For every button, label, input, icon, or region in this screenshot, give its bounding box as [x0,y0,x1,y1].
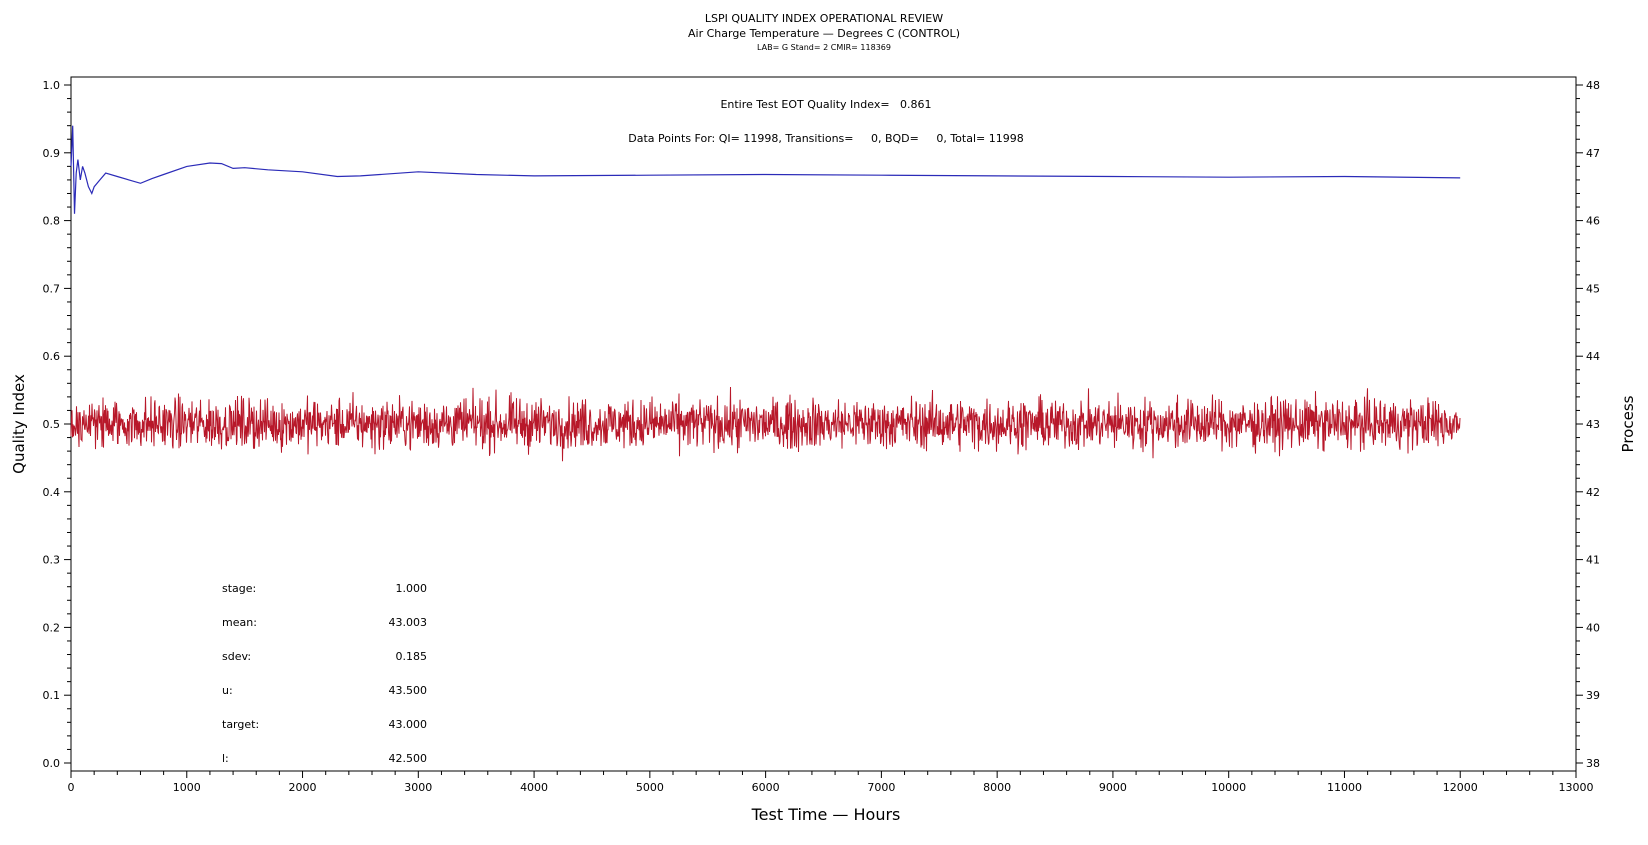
x-tick-label: 13000 [1559,781,1594,794]
x-axis-label: Test Time — Hours [751,805,901,824]
y-left-tick-label: 0.3 [43,554,61,567]
x-tick-label: 8000 [983,781,1011,794]
y-axis-left: 0.0 0.1 0.2 0.3 0.4 0.5 0.6 0.7 0.8 0.9 1.0 [43,79,71,770]
stat-value-mean: 43.003 [389,616,428,629]
y-left-tick-label: 0.6 [43,350,61,363]
x-tick-label: 6000 [752,781,780,794]
x-tick-label: 10000 [1211,781,1246,794]
y-right-tick-label: 41 [1586,554,1600,567]
stat-value-sdev: 0.185 [396,650,428,663]
x-axis: 0 1000 2000 3000 4000 5000 6000 7000 8000 9000 100… [68,771,1594,794]
y-left-tick-label: 0.4 [43,486,61,499]
stat-value-u: 43.500 [389,684,428,697]
stat-label-l: l: [222,752,229,765]
y-right-tick-label: 47 [1586,147,1600,160]
x-tick-label: 11000 [1327,781,1362,794]
stat-value-l: 42.500 [389,752,428,765]
y-left-tick-label: 0.9 [43,147,61,160]
stat-value-stage: 1.000 [396,582,428,595]
y-axis-label-left: Quality Index [10,374,28,474]
series-process [70,386,1461,462]
y-left-tick-label: 0.7 [43,282,61,295]
y-right-tick-label: 48 [1586,79,1600,92]
y-right-tick-label: 45 [1586,282,1600,295]
y-left-tick-label: 0.1 [43,689,61,702]
y-right-tick-label: 38 [1586,757,1600,770]
y-left-tick-label: 0.2 [43,621,61,634]
y-axis-label-right: Process [1619,395,1637,452]
stat-label-target: target: [222,718,259,731]
quality-index-annotation: Entire Test EOT Quality Index= 0.861 [720,98,931,111]
y-right-tick-label: 46 [1586,215,1600,228]
y-right-tick-label: 42 [1586,486,1600,499]
chart-title: LSPI QUALITY INDEX OPERATIONAL REVIEW [705,12,943,25]
x-tick-label: 7000 [867,781,895,794]
y-left-tick-label: 0.0 [43,757,61,770]
x-tick-label: 2000 [289,781,317,794]
stat-label-u: u: [222,684,233,697]
stat-label-stage: stage: [222,582,256,595]
series-quality-index [70,125,1461,214]
y-right-tick-label: 44 [1586,350,1600,363]
y-right-tick-label: 43 [1586,418,1600,431]
x-tick-label: 3000 [404,781,432,794]
x-tick-label: 5000 [636,781,664,794]
x-tick-label: 9000 [1099,781,1127,794]
stat-label-mean: mean: [222,616,257,629]
stat-label-sdev: sdev: [222,650,251,663]
chart-subtitle-small: LAB= G Stand= 2 CMIR= 118369 [757,43,891,52]
y-left-tick-label: 1.0 [43,79,61,92]
y-left-tick-label: 0.5 [43,418,61,431]
y-axis-right: 38 39 40 41 42 43 44 45 46 47 48 [1576,79,1600,770]
stat-value-target: 43.000 [389,718,428,731]
x-tick-label: 1000 [173,781,201,794]
x-tick-label: 4000 [520,781,548,794]
chart-subtitle: Air Charge Temperature — Degrees C (CONT… [688,27,960,40]
stats-table: stage: 1.000 mean: 43.003 sdev: 0.185 u:… [222,582,427,765]
x-tick-label: 12000 [1443,781,1478,794]
y-left-tick-label: 0.8 [43,215,61,228]
y-right-tick-label: 40 [1586,621,1600,634]
x-tick-label: 0 [68,781,75,794]
data-points-annotation: Data Points For: QI= 11998, Transitions=… [628,132,1023,145]
y-right-tick-label: 39 [1586,689,1600,702]
